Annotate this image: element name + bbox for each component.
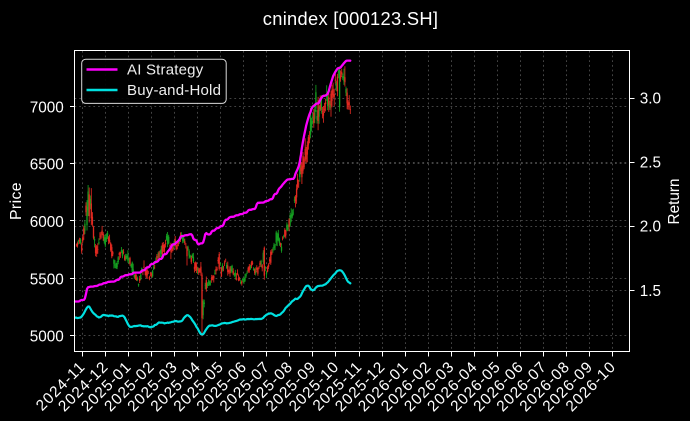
- svg-text:AI Strategy: AI Strategy: [127, 62, 204, 79]
- svg-text:6000: 6000: [30, 214, 64, 231]
- svg-text:Price: Price: [8, 182, 25, 220]
- svg-text:1.5: 1.5: [640, 283, 661, 300]
- svg-text:5000: 5000: [30, 329, 64, 346]
- svg-text:Buy-and-Hold: Buy-and-Hold: [127, 82, 221, 99]
- svg-text:2.5: 2.5: [640, 155, 661, 172]
- svg-text:5500: 5500: [30, 271, 64, 288]
- svg-text:Return: Return: [666, 179, 683, 225]
- svg-text:cnindex [000123.SH]: cnindex [000123.SH]: [263, 8, 438, 29]
- svg-text:7000: 7000: [30, 99, 64, 116]
- svg-text:2.0: 2.0: [640, 219, 661, 236]
- svg-text:6500: 6500: [30, 157, 64, 174]
- svg-text:3.0: 3.0: [640, 90, 661, 107]
